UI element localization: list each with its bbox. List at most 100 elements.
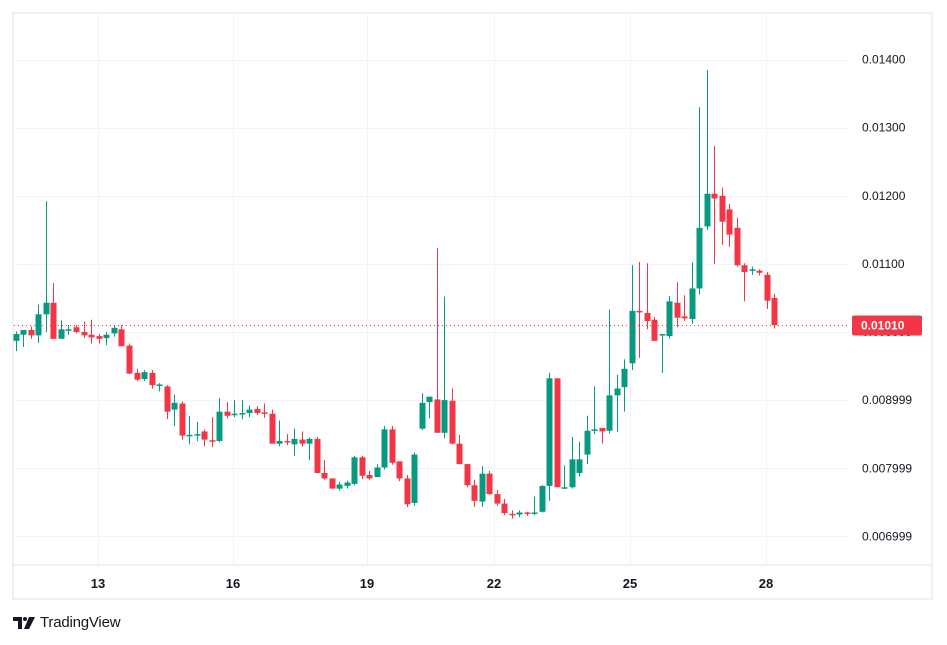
candle-down <box>509 510 516 519</box>
candle-down <box>314 436 321 473</box>
candle-down <box>464 464 471 488</box>
candle-body <box>321 472 328 479</box>
candle-down <box>756 269 763 276</box>
candle-body <box>666 301 673 337</box>
candle-body <box>561 487 568 489</box>
candle-body <box>531 512 538 514</box>
candle-body <box>756 270 763 273</box>
candle-body <box>103 334 110 339</box>
candle-down <box>719 187 726 245</box>
candle-body <box>314 438 321 473</box>
candle-down <box>50 282 57 339</box>
candle-body <box>584 430 591 455</box>
candle-up <box>606 309 613 434</box>
candle-body <box>20 329 27 335</box>
candle-body <box>73 327 80 332</box>
candle-up <box>171 394 178 426</box>
candle-down <box>726 203 733 247</box>
candle-down <box>118 325 125 347</box>
candle-down <box>201 429 208 447</box>
candle-body <box>494 494 501 504</box>
candle-up <box>569 436 576 489</box>
candle-up <box>194 421 201 441</box>
candle-body <box>486 473 493 495</box>
candle-body <box>351 457 358 484</box>
price-tick-label: 0.01300 <box>862 121 906 135</box>
candle-body <box>261 412 268 414</box>
candle-down <box>764 272 771 309</box>
candle-down <box>711 146 718 264</box>
candle-up <box>156 383 163 392</box>
last-price-label: 0.01010 <box>852 315 922 336</box>
candle-down <box>449 388 456 445</box>
candle-up <box>426 396 433 419</box>
candle-down <box>456 434 463 465</box>
chart-frame[interactable] <box>12 12 933 600</box>
candle-up <box>374 464 381 478</box>
candle-up <box>539 485 546 513</box>
candle-body <box>704 193 711 227</box>
candle-body <box>224 411 231 416</box>
candle-body <box>741 265 748 273</box>
candle-down <box>434 248 441 433</box>
candle-body <box>569 459 576 488</box>
candle-body <box>711 193 718 199</box>
candle-body <box>381 429 388 468</box>
candle-down <box>88 319 95 344</box>
candle-up <box>576 441 583 477</box>
candle-body <box>171 402 178 410</box>
candle-body <box>134 372 141 380</box>
candle-up <box>591 386 598 435</box>
candle-body <box>726 209 733 235</box>
candle-body <box>479 473 486 502</box>
candle-body <box>186 434 193 437</box>
tradingview-logo-icon <box>13 616 35 629</box>
candle-body <box>81 332 88 336</box>
candle-down <box>269 409 276 444</box>
candle-body <box>434 399 441 433</box>
candle-down <box>164 385 171 420</box>
candle-down <box>494 489 501 506</box>
candle-down <box>396 461 403 482</box>
time-axis[interactable]: 13 16 19 22 25 28 <box>91 576 773 591</box>
candle-body <box>149 372 156 386</box>
candle-down <box>471 479 478 508</box>
price-tick-label: 0.008999 <box>862 393 912 407</box>
candle-body <box>13 334 20 341</box>
candle-up <box>306 437 313 461</box>
candle-body <box>441 400 448 433</box>
candle-down <box>404 475 411 508</box>
candle-body <box>719 195 726 222</box>
candle-body <box>599 428 606 432</box>
time-tick-label: 28 <box>759 576 773 591</box>
candle-body <box>50 302 57 339</box>
candle-body <box>156 384 163 386</box>
candle-down <box>179 401 186 440</box>
candle-body <box>426 396 433 403</box>
candle-up <box>704 69 711 230</box>
price-tick-label: 0.007999 <box>862 461 912 475</box>
candle-up <box>441 296 448 439</box>
candle-up <box>411 452 418 506</box>
candle-body <box>141 372 148 379</box>
candle-up <box>531 496 538 516</box>
candle-body <box>164 386 171 412</box>
candle-up <box>629 265 636 371</box>
tradingview-logo[interactable]: TradingView <box>13 614 121 631</box>
candle-up <box>659 334 666 373</box>
candle-body <box>546 378 553 486</box>
last-price-value: 0.01010 <box>861 319 905 333</box>
candle-body <box>276 440 283 444</box>
candle-body <box>291 438 298 445</box>
candle-body <box>118 329 125 347</box>
price-axis[interactable]: 0.014000.013000.012000.011000.0099990.00… <box>862 53 912 544</box>
candle-up <box>749 266 756 275</box>
candle-up <box>276 420 283 447</box>
price-tick-label: 0.01100 <box>862 257 905 271</box>
candle-body <box>269 413 276 444</box>
candle-body <box>111 327 118 334</box>
candle-up <box>186 415 193 445</box>
candle-body <box>651 319 658 341</box>
candle-body <box>344 482 351 486</box>
